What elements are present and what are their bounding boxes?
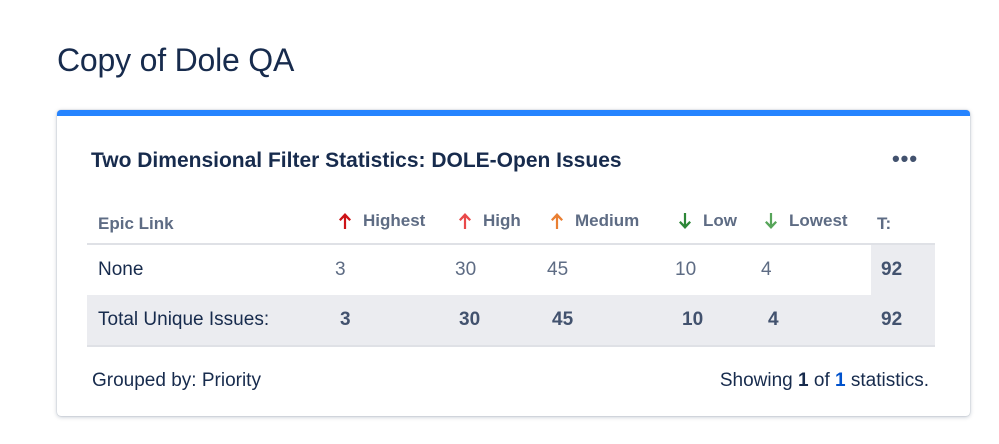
- gadget-title: Two Dimensional Filter Statistics: DOLE-…: [91, 149, 622, 172]
- header-high-label: High: [483, 211, 521, 230]
- header-epic-link[interactable]: Epic Link: [87, 204, 335, 245]
- header-highest[interactable]: Highest: [335, 204, 455, 245]
- cell-high[interactable]: 30: [455, 259, 477, 280]
- showing-of: of: [813, 370, 830, 391]
- showing-prefix: Showing: [719, 370, 793, 391]
- header-low-label: Low: [703, 211, 737, 230]
- grouped-by-label: Grouped by: Priority: [92, 370, 261, 391]
- total-lowest[interactable]: 4: [761, 295, 871, 347]
- header-lowest[interactable]: Lowest: [761, 204, 871, 245]
- header-low[interactable]: Low: [675, 204, 761, 245]
- showing-current: 1: [798, 370, 809, 391]
- header-medium-label: Medium: [575, 211, 640, 230]
- cell-highest[interactable]: 3: [335, 259, 346, 280]
- total-high[interactable]: 30: [455, 295, 547, 347]
- total-medium[interactable]: 45: [547, 295, 675, 347]
- total-total[interactable]: 92: [871, 295, 935, 347]
- total-row-label: Total Unique Issues:: [87, 295, 335, 347]
- table-header-row: Epic Link Highest High: [87, 204, 935, 245]
- cell-total[interactable]: 92: [871, 244, 935, 295]
- cell-low[interactable]: 10: [675, 259, 697, 280]
- more-options-button[interactable]: •••: [891, 146, 919, 171]
- table-row: None 3 30 45 10 4 92: [87, 244, 935, 295]
- showing-total-link[interactable]: 1: [835, 370, 846, 391]
- cell-medium[interactable]: 45: [547, 259, 569, 280]
- header-medium[interactable]: Medium: [547, 204, 675, 245]
- cell-lowest[interactable]: 4: [761, 259, 772, 280]
- total-row: Total Unique Issues: 3 30 45 10 4 92: [87, 295, 935, 347]
- total-low[interactable]: 10: [675, 295, 761, 347]
- arrow-up-icon: [459, 213, 471, 229]
- arrow-down-icon: [679, 213, 691, 229]
- arrow-down-icon: [765, 213, 777, 229]
- header-highest-label: Highest: [363, 211, 426, 230]
- header-lowest-label: Lowest: [789, 211, 848, 230]
- showing-suffix: statistics.: [850, 370, 929, 391]
- row-label[interactable]: None: [98, 259, 144, 280]
- arrow-up-icon: [339, 213, 351, 229]
- page-title: Copy of Dole QA: [57, 42, 295, 78]
- header-total[interactable]: T:: [871, 204, 935, 245]
- total-highest[interactable]: 3: [335, 295, 455, 347]
- showing-statistics: Showing 1 of 1 statistics.: [720, 370, 929, 392]
- header-high[interactable]: High: [455, 204, 547, 245]
- arrow-up-icon: [551, 213, 563, 229]
- statistics-table: Epic Link Highest High: [87, 204, 935, 347]
- filter-statistics-gadget: Two Dimensional Filter Statistics: DOLE-…: [57, 110, 970, 416]
